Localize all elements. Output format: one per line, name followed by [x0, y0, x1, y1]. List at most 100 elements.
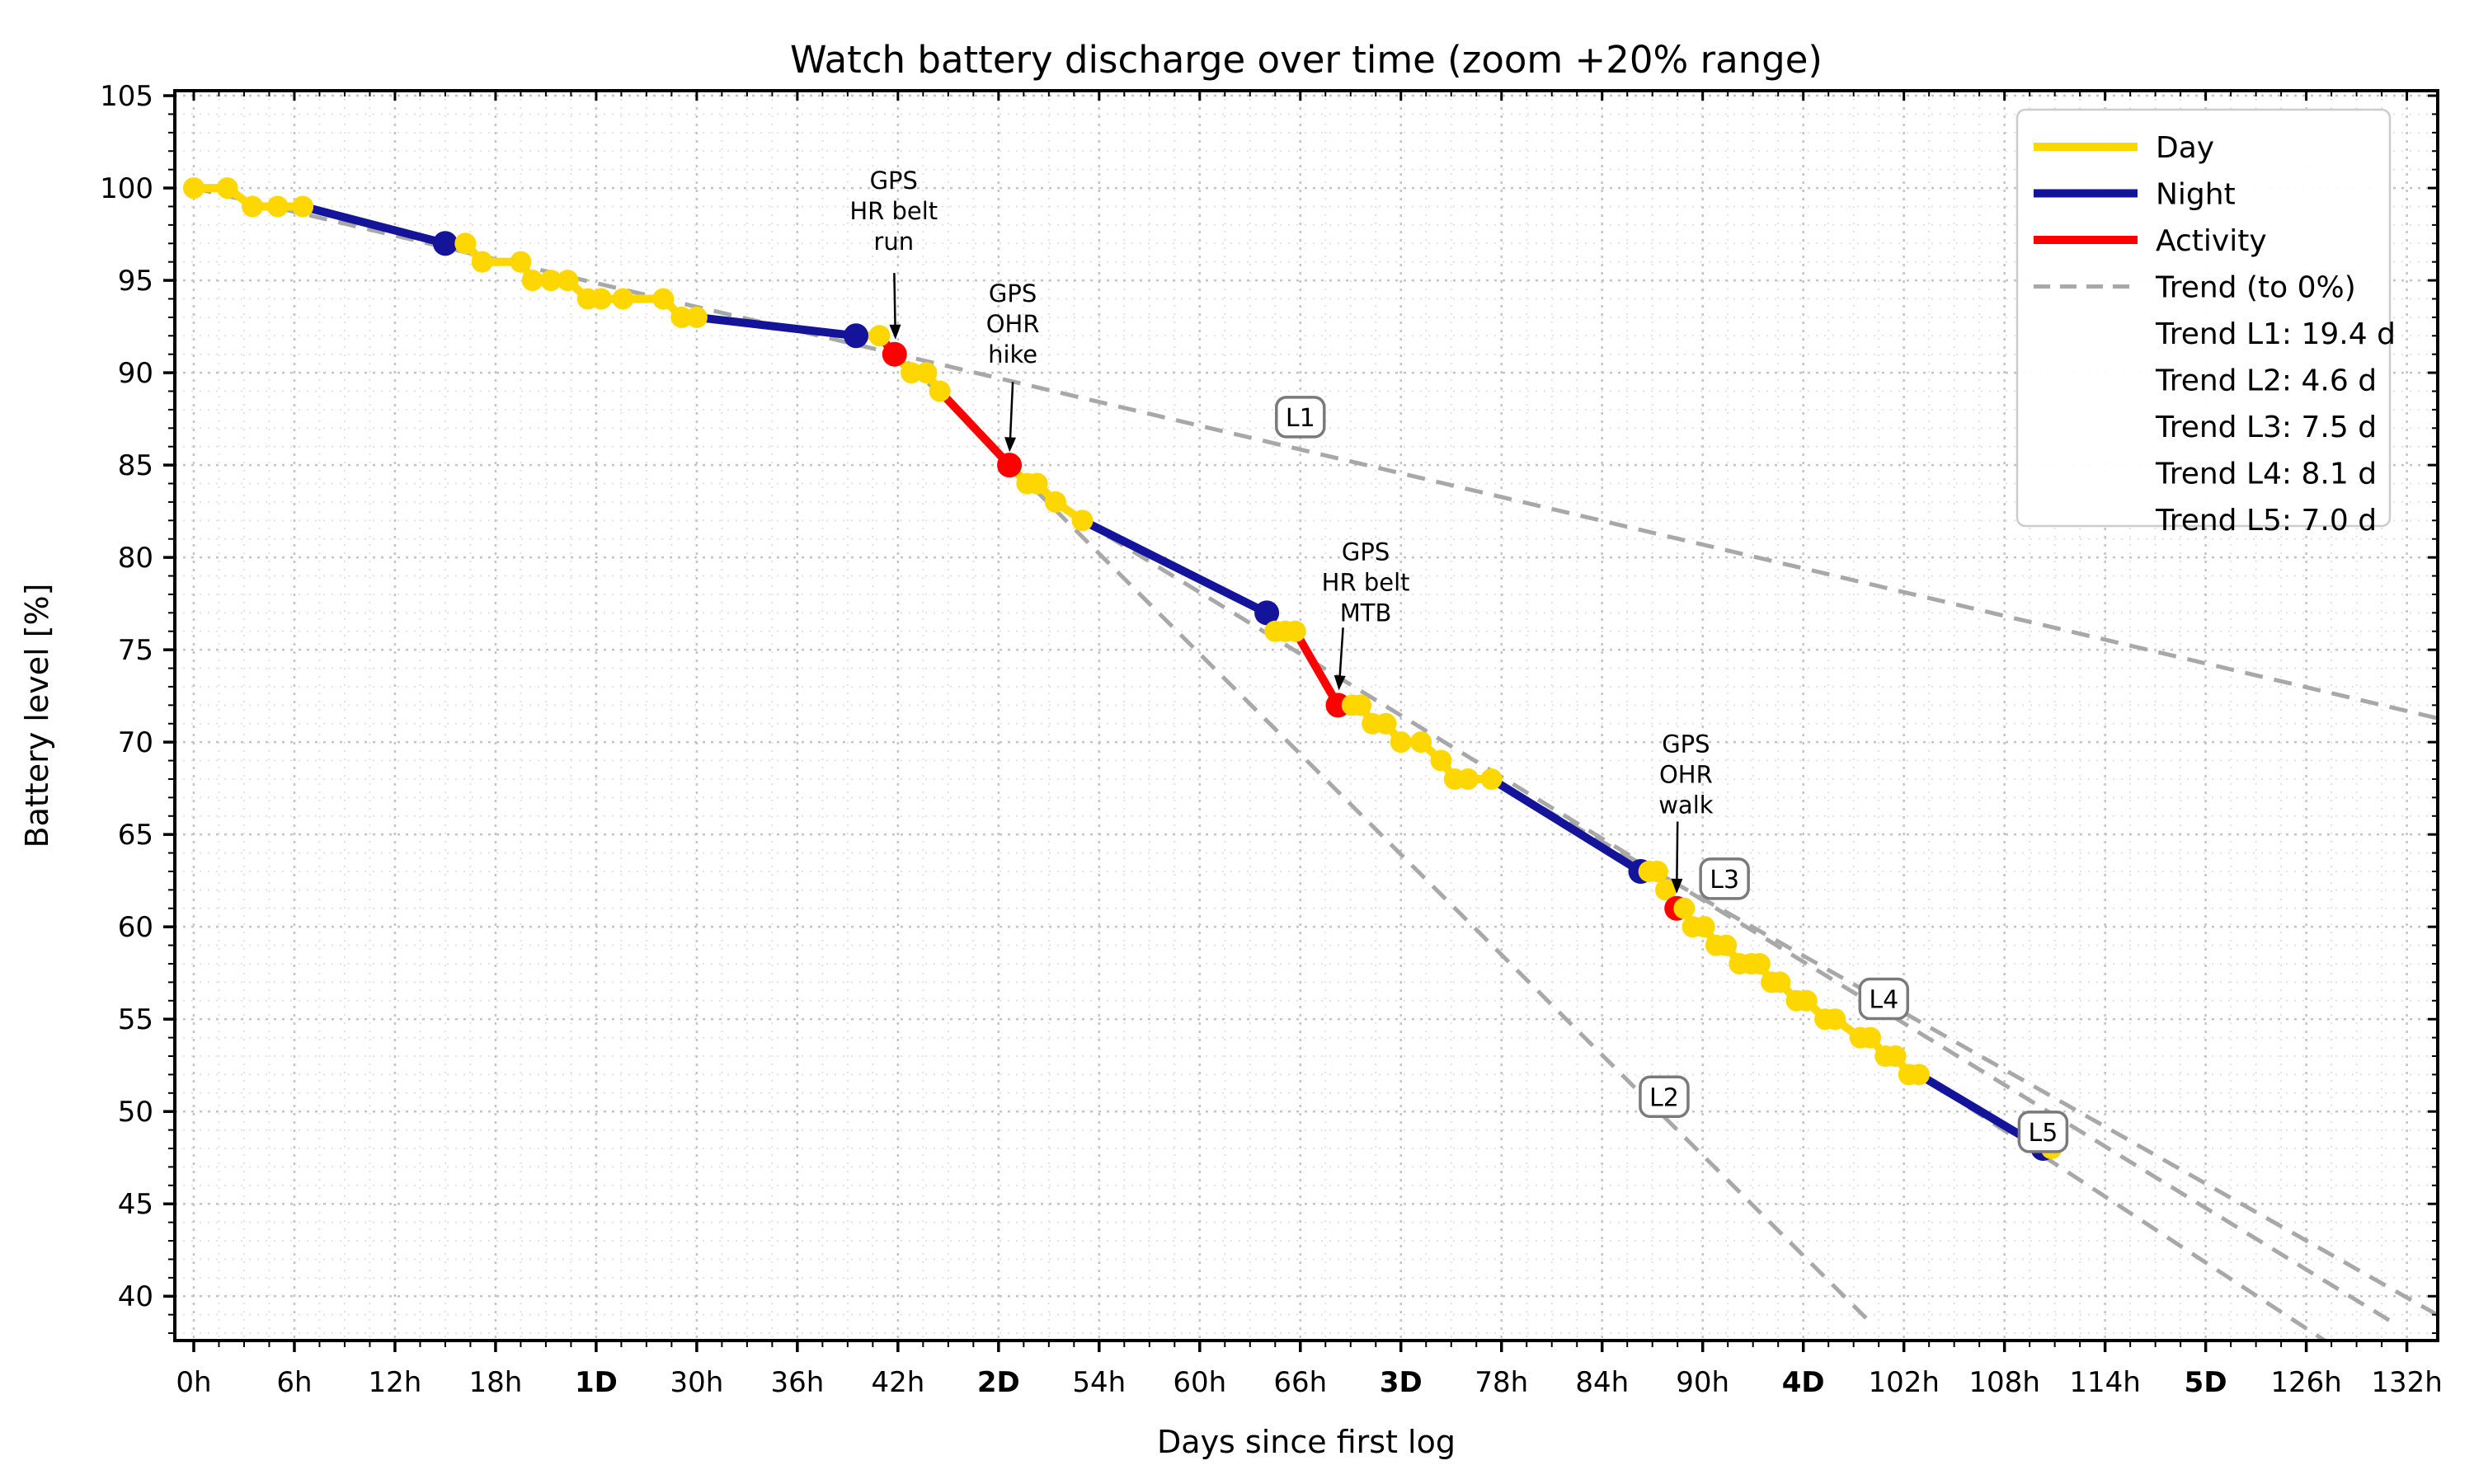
- legend-label: Trend (to 0%): [2155, 271, 2356, 305]
- day-point: [510, 251, 532, 273]
- annotation-text-gps-ohr-walk: walk: [1658, 791, 1714, 819]
- annotation-arrow: [1009, 382, 1014, 441]
- legend-label: Day: [2156, 131, 2214, 165]
- tick-labels: 0h 6h 12h 18h 1D 30h 36h 42h 2D 54h 60h 66h 3D 78h 84h…: [100, 80, 2443, 1399]
- day-point: [1860, 1026, 1882, 1049]
- day-point: [1044, 491, 1066, 513]
- day-point: [612, 288, 634, 310]
- x-tick-label: 30h: [670, 1366, 723, 1399]
- legend-label: Trend L4: 8.1 d: [2155, 458, 2377, 491]
- annotation-text-gps-ohr-hike: hike: [988, 340, 1037, 369]
- segment-activity-11: [1291, 627, 1343, 710]
- activity-end-point: [997, 453, 1023, 478]
- y-tick-label: 85: [118, 449, 153, 482]
- day-point: [1646, 860, 1668, 882]
- trend-label-L3: L3: [1710, 866, 1739, 895]
- day-point: [929, 380, 951, 402]
- annotation-arrow: [893, 273, 896, 328]
- trend-label-L1: L1: [1286, 404, 1315, 433]
- annotation-text-gps-hr-belt-mtb: MTB: [1340, 599, 1392, 627]
- trend-label-box-L3: [1699, 857, 1750, 900]
- day-point: [1907, 1064, 1930, 1086]
- day-point: [1349, 694, 1371, 716]
- legend-label: Activity: [2156, 224, 2267, 258]
- day-point: [1824, 1008, 1846, 1031]
- y-tick-label: 100: [100, 172, 153, 205]
- x-tick-label: 126h: [2270, 1366, 2341, 1399]
- legend-label: Night: [2156, 178, 2236, 212]
- legend-label: Trend L1: 19.4 d: [2155, 317, 2396, 351]
- legend: Day Night Activity Trend (to 0%) Trend L1: 1…: [2015, 108, 2396, 538]
- segment-activity-7: [935, 387, 1014, 470]
- annotation-text-gps-hr-belt-run: HR belt: [849, 197, 938, 225]
- day-point: [1390, 731, 1412, 754]
- day-point: [1715, 934, 1738, 956]
- x-tick-label: 18h: [469, 1366, 523, 1399]
- legend-label: Trend L3: 7.5 d: [2155, 411, 2377, 444]
- night-end-point: [844, 323, 869, 349]
- y-tick-label: 90: [118, 357, 153, 390]
- legend-label: Trend L2: 4.6 d: [2155, 364, 2377, 398]
- trend-label-L5: L5: [2029, 1119, 2058, 1148]
- day-point: [454, 232, 477, 255]
- y-tick-label: 95: [118, 265, 153, 298]
- legend-box: [2015, 108, 2392, 528]
- y-tick-label: 45: [118, 1188, 153, 1221]
- x-tick-label: 1D: [575, 1366, 618, 1399]
- trend-line-L3: [1081, 519, 2396, 1326]
- annotation-text-gps-ohr-walk: OHR: [1659, 760, 1713, 788]
- day-point: [1480, 768, 1503, 790]
- day-point: [471, 251, 493, 273]
- trend-line-L2: [884, 340, 1875, 1327]
- day-point: [1654, 879, 1677, 901]
- x-tick-label: 132h: [2371, 1366, 2442, 1399]
- trend-label-L2: L2: [1649, 1083, 1679, 1112]
- segment-night-1: [299, 202, 449, 248]
- x-tick-label: 12h: [369, 1366, 422, 1399]
- series-markers: [182, 177, 2062, 1162]
- day-point: [670, 306, 693, 328]
- y-tick-label: 50: [118, 1096, 153, 1129]
- day-point: [652, 288, 675, 310]
- x-tick-label: 0h: [176, 1366, 211, 1399]
- segment-night-13: [1487, 774, 1645, 876]
- day-point: [590, 288, 613, 310]
- day-point: [1026, 472, 1048, 495]
- y-tick-label: 40: [118, 1280, 153, 1313]
- axes: [163, 89, 2439, 1352]
- day-point: [292, 195, 314, 218]
- segment-night-9: [1078, 516, 1272, 618]
- day-point: [915, 362, 938, 384]
- day-point: [242, 195, 264, 218]
- y-tick-label: 65: [118, 819, 153, 852]
- day-point: [1693, 916, 1715, 938]
- day-point: [521, 270, 543, 292]
- night-end-point: [1254, 600, 1280, 626]
- annotation-text-gps-hr-belt-run: run: [873, 228, 914, 256]
- x-tick-label: 6h: [276, 1366, 312, 1399]
- annotation-text-gps-hr-belt-run: GPS: [870, 167, 918, 195]
- trend-line-L5: [1917, 1073, 2326, 1343]
- figure-labels: Watch battery discharge over time (zoom …: [19, 38, 1823, 1460]
- segment-day-8: [1005, 461, 1087, 525]
- y-tick-label: 75: [118, 634, 153, 667]
- x-tick-label: 60h: [1173, 1366, 1226, 1399]
- day-point: [901, 362, 923, 384]
- trend-label-boxes: L1 L2 L3 L4 L5: [1275, 396, 2069, 1153]
- x-tick-label: 84h: [1575, 1366, 1629, 1399]
- day-point: [1410, 731, 1432, 754]
- y-tick-label: 60: [118, 911, 153, 944]
- x-tick-label: 36h: [770, 1366, 824, 1399]
- night-end-point: [432, 231, 458, 256]
- x-tick-label: 2D: [977, 1366, 1020, 1399]
- y-tick-label: 55: [118, 1003, 153, 1036]
- day-point: [1375, 712, 1397, 735]
- day-point: [1071, 510, 1094, 532]
- x-tick-label: 4D: [1782, 1366, 1825, 1399]
- day-point: [1430, 749, 1452, 772]
- day-point: [266, 195, 289, 218]
- day-point: [1457, 768, 1479, 790]
- trend-line-L4: [1490, 777, 2439, 1317]
- x-tick-label: 5D: [2185, 1366, 2227, 1399]
